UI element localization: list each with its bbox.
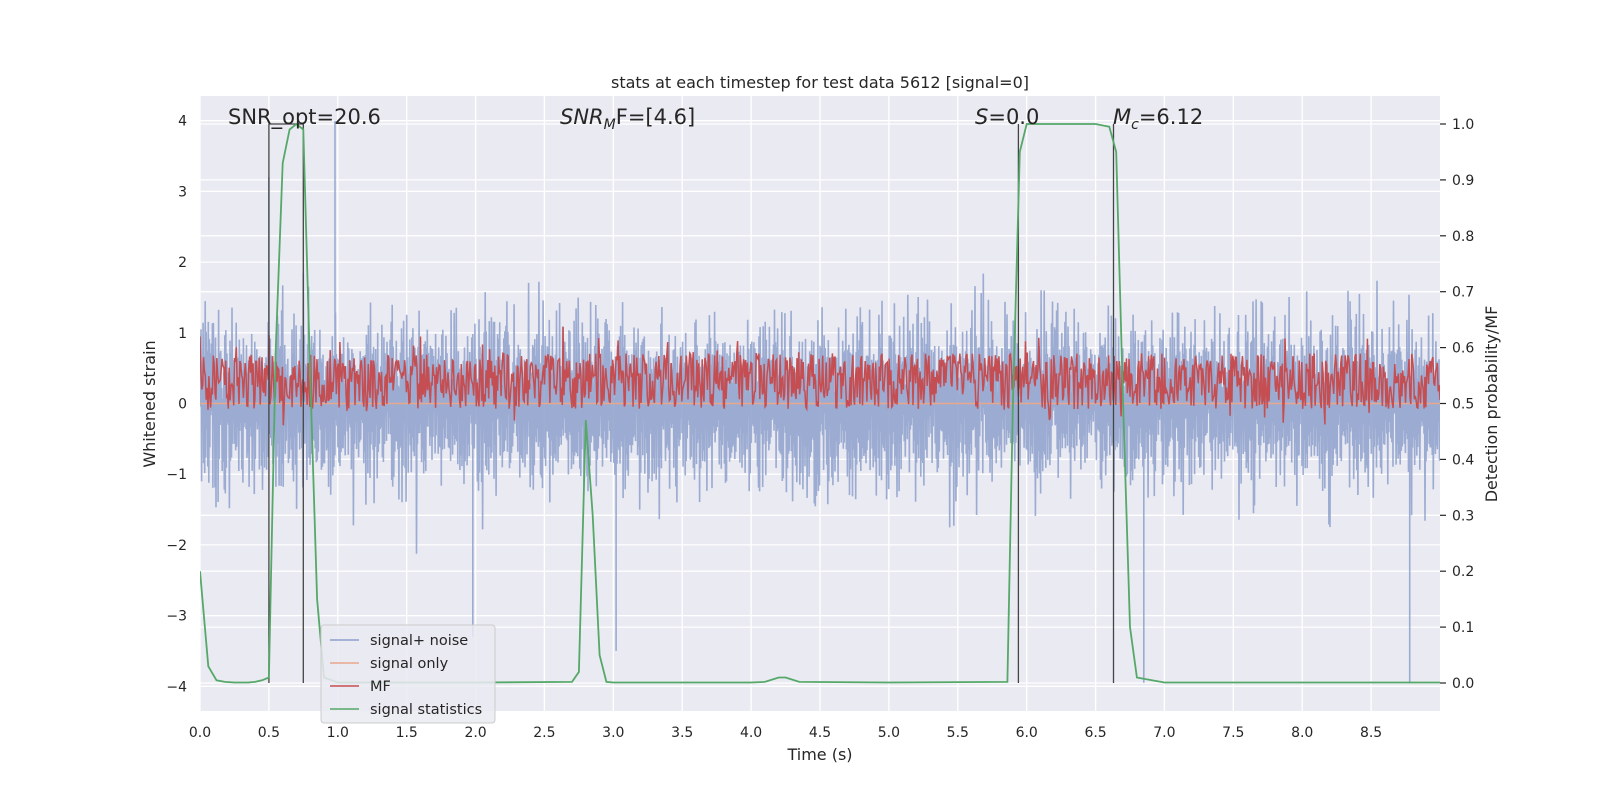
y2-tick-label: 0.7 xyxy=(1452,285,1474,301)
annotation-snr-mf-value: F=[4.6] xyxy=(616,105,695,129)
y-axis-title: Whitened strain xyxy=(140,340,159,467)
y-tick-label: −4 xyxy=(166,679,187,695)
y-tick-label: −1 xyxy=(166,467,187,483)
y-tick-label: −3 xyxy=(166,609,187,625)
y-tick-label: 1 xyxy=(178,326,187,342)
x-tick-label: 6.5 xyxy=(1084,725,1106,741)
annotation-snr-mf: SNRMF=[4.6] xyxy=(560,105,695,133)
y2-tick-label: 0.0 xyxy=(1452,676,1474,692)
legend-box xyxy=(320,624,496,724)
x-tick-label: 0.5 xyxy=(258,725,280,741)
series-signal-statistics xyxy=(200,122,1440,684)
x-tick-label: 1.0 xyxy=(327,725,349,741)
y-tick-label: −2 xyxy=(166,538,187,554)
legend-label-signal-plus-noise: signal+ noise xyxy=(370,633,468,649)
x-tick-label: 5.0 xyxy=(878,725,900,741)
x-axis-title: Time (s) xyxy=(786,745,852,764)
x-tick-label: 2.0 xyxy=(464,725,486,741)
y2-tick-label: 0.5 xyxy=(1452,397,1474,413)
x-tick-label: 5.5 xyxy=(947,725,969,741)
x-tick-label: 6.0 xyxy=(1016,725,1038,741)
annotation-mc-subscript: c xyxy=(1131,117,1139,133)
annotation-mc-value: =6.12 xyxy=(1139,105,1203,129)
series-mf xyxy=(200,326,1440,426)
x-tick-label: 8.0 xyxy=(1291,725,1313,741)
annotation-s-symbol: S xyxy=(975,105,988,129)
x-axis-ticks: 0.0 0.5 1.0 1.5 2.0 2.5 3.0 3.5 4.0 4.5 5.0 5.5 6.0 6… xyxy=(189,725,1382,741)
x-tick-label: 7.5 xyxy=(1222,725,1244,741)
legend: signal+ noise signal only MF signal stat… xyxy=(320,624,496,724)
y2-tick-label: 0.3 xyxy=(1452,508,1474,524)
x-tick-label: 4.5 xyxy=(809,725,831,741)
x-tick-label: 8.5 xyxy=(1360,725,1382,741)
annotation-mc: Mc=6.12 xyxy=(1113,105,1203,133)
chart-title: stats at each timestep for test data 561… xyxy=(611,73,1029,92)
y-axis-ticks: 4 3 2 1 0 −1 −2 −3 −4 xyxy=(166,114,187,696)
y-tick-label: 3 xyxy=(178,184,187,200)
y2-tick-label: 0.1 xyxy=(1452,620,1474,636)
x-tick-label: 3.5 xyxy=(671,725,693,741)
y-tick-label: 0 xyxy=(178,397,187,413)
plot-content xyxy=(200,120,1440,684)
annotation-s: S=0.0 xyxy=(975,105,1039,129)
x-tick-label: 0.0 xyxy=(189,725,211,741)
y2-tick-label: 0.9 xyxy=(1452,173,1474,189)
legend-label-signal-statistics: signal statistics xyxy=(370,702,482,718)
y-tick-label: 2 xyxy=(178,255,187,271)
x-tick-label: 2.5 xyxy=(533,725,555,741)
y2-tick-label: 0.4 xyxy=(1452,452,1474,468)
legend-label-signal-only: signal only xyxy=(370,656,449,672)
annotation-mc-symbol: M xyxy=(1113,105,1131,129)
x-tick-label: 7.0 xyxy=(1153,725,1175,741)
legend-label-mf: MF xyxy=(370,679,391,695)
x-tick-label: 4.0 xyxy=(740,725,762,741)
y2-tick-label: 0.2 xyxy=(1452,564,1474,580)
y2-tick-label: 0.8 xyxy=(1452,229,1474,245)
annotation-s-value: =0.0 xyxy=(988,105,1039,129)
x-tick-label: 3.0 xyxy=(602,725,624,741)
y2-axis-title: Detection probability/MF xyxy=(1482,306,1501,503)
y2-tick-label: 0.6 xyxy=(1452,341,1474,357)
y2-axis-ticks: 1.0 0.9 0.8 0.7 0.6 0.5 0.4 0.3 0.2 0.1 0.0 xyxy=(1440,117,1474,692)
annotation-snr-mf-symbol: SNR xyxy=(560,105,604,129)
x-tick-label: 1.5 xyxy=(396,725,418,741)
annotation-snr-opt: SNR_opt=20.6 xyxy=(228,105,381,130)
y2-tick-label: 1.0 xyxy=(1452,117,1474,133)
y-tick-label: 4 xyxy=(178,114,187,130)
annotation-snr-mf-subscript: M xyxy=(604,117,616,133)
